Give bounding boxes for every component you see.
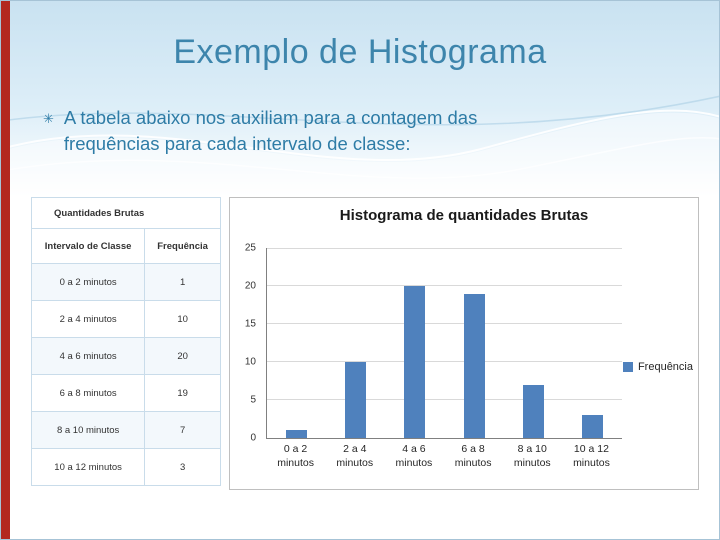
gridline xyxy=(267,323,622,324)
table-row: 10 a 12 minutos 3 xyxy=(30,448,221,486)
cell-frequencia: 1 xyxy=(144,263,221,301)
cell-frequencia: 20 xyxy=(144,337,221,375)
cell-intervalo: 4 a 6 minutos xyxy=(30,337,146,375)
y-axis-label: 25 xyxy=(244,242,256,254)
table-row: 4 a 6 minutos 20 xyxy=(30,337,221,375)
left-accent-bar xyxy=(1,1,10,539)
y-axis-label: 0 xyxy=(250,432,256,444)
table-header-row: Intervalo de Classe Frequência xyxy=(30,228,221,264)
table-row: 2 a 4 minutos 10 xyxy=(30,300,221,338)
y-axis-label: 10 xyxy=(244,356,256,368)
cell-frequencia: 10 xyxy=(144,300,221,338)
column-header-intervalo: Intervalo de Classe xyxy=(30,228,146,264)
histogram-chart: Histograma de quantidades Brutas 25 20 1… xyxy=(229,197,699,490)
cell-intervalo: 0 a 2 minutos xyxy=(30,263,146,301)
legend-swatch xyxy=(622,362,633,372)
cell-intervalo: 2 a 4 minutos xyxy=(30,300,146,338)
chart-bar xyxy=(404,286,426,438)
y-axis-label: 15 xyxy=(244,318,256,330)
y-axis: 25 20 15 10 5 0 xyxy=(232,243,262,444)
cell-frequencia: 3 xyxy=(144,448,221,486)
gridline xyxy=(267,248,622,249)
cell-frequencia: 19 xyxy=(144,374,221,412)
plot-area xyxy=(266,248,622,439)
gridline xyxy=(267,361,622,362)
chart-bar xyxy=(463,293,485,438)
cell-intervalo: 10 a 12 minutos xyxy=(30,448,146,486)
cell-frequencia: 7 xyxy=(144,411,221,449)
table-row: 0 a 2 minutos 1 xyxy=(30,263,221,301)
table-title: Quantidades Brutas xyxy=(31,197,221,229)
x-axis-label: 6 a 8 minutos xyxy=(454,443,492,469)
y-axis-label: 5 xyxy=(250,394,256,406)
x-axis-label: 8 a 10 minutos xyxy=(513,443,551,469)
header-background xyxy=(1,1,719,196)
legend-label: Frequência xyxy=(637,361,693,373)
wave-decoration xyxy=(1,95,719,196)
chart-title: Histograma de quantidades Brutas xyxy=(339,207,589,224)
x-axis-label: 0 a 2 minutos xyxy=(277,443,314,469)
chart-bar xyxy=(581,415,603,438)
x-axis-label: 4 a 6 minutos xyxy=(395,443,433,469)
gridline xyxy=(267,399,622,400)
bullet-text: A tabela abaixo nos auxiliam para a cont… xyxy=(63,107,478,154)
bullet-paragraph: ✳ A tabela abaixo nos auxiliam para a co… xyxy=(43,105,523,157)
table-row: 8 a 10 minutos 7 xyxy=(30,411,221,449)
chart-bar xyxy=(522,384,544,438)
page-title: Exemplo de Histograma xyxy=(173,33,547,71)
column-header-frequencia: Frequência xyxy=(144,228,221,264)
gridline xyxy=(267,285,622,286)
table-title-row: Quantidades Brutas xyxy=(31,197,221,229)
chart-bar xyxy=(345,362,367,438)
x-axis-label: 10 a 12 minutos xyxy=(573,443,610,469)
chart-bar xyxy=(286,430,308,438)
frequency-table: Quantidades Brutas Intervalo de Classe F… xyxy=(30,197,221,486)
x-axis-label: 2 a 4 minutos xyxy=(336,443,374,469)
table-row: 6 a 8 minutos 19 xyxy=(30,374,221,412)
legend: Frequência xyxy=(622,361,693,373)
cell-intervalo: 6 a 8 minutos xyxy=(30,374,146,412)
bullet-icon: ✳ xyxy=(43,111,54,126)
bars-group xyxy=(267,248,622,438)
x-axis: 0 a 2 minutos 2 a 4 minutos 4 a 6 minuto… xyxy=(266,443,621,470)
y-axis-label: 20 xyxy=(244,280,256,292)
cell-intervalo: 8 a 10 minutos xyxy=(30,411,146,449)
